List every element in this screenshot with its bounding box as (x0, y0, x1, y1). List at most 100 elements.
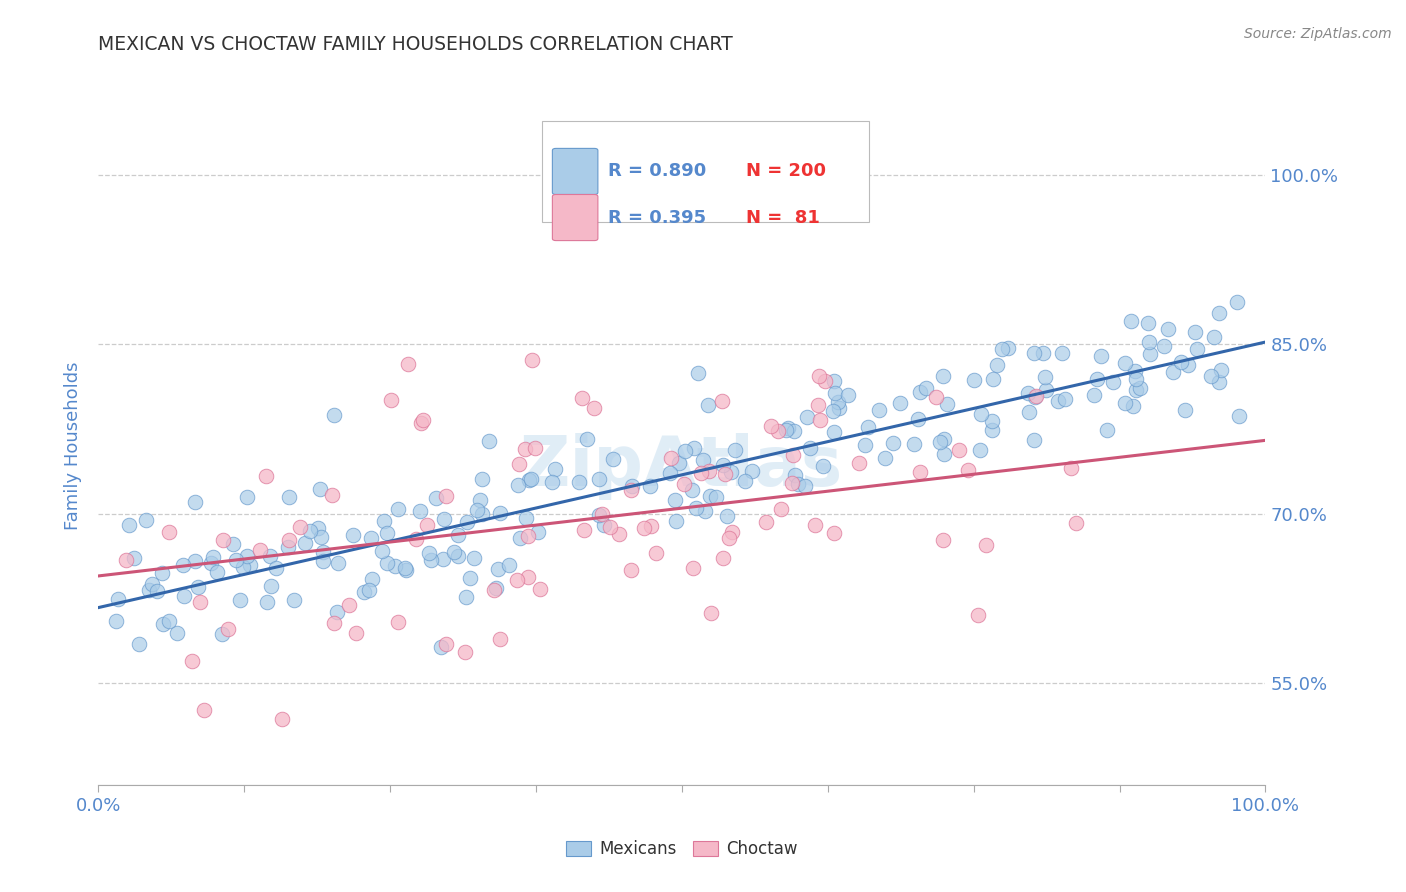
Point (1177, 358, 1199, 372)
Point (690, 467, 713, 481)
Point (572, 523, 595, 537)
Point (1090, 349, 1112, 363)
Point (783, 424, 806, 438)
Point (360, 572, 382, 586)
Point (236, 549, 259, 563)
Point (278, 533, 301, 547)
Point (259, 549, 281, 564)
Point (721, 525, 744, 540)
Point (908, 466, 931, 480)
Point (644, 545, 666, 559)
Point (714, 467, 737, 482)
Point (673, 444, 696, 458)
Point (1035, 383, 1057, 397)
Point (970, 407, 993, 421)
Point (115, 553, 138, 567)
Point (375, 526, 398, 541)
Point (711, 458, 734, 472)
Point (239, 558, 262, 573)
Point (1024, 433, 1046, 447)
Point (260, 579, 283, 593)
Point (454, 591, 477, 605)
Point (776, 421, 799, 435)
Point (360, 532, 382, 546)
Point (664, 493, 686, 508)
Point (425, 491, 447, 506)
Point (934, 432, 956, 446)
Point (468, 492, 491, 507)
Point (344, 625, 367, 640)
Point (1083, 388, 1105, 402)
Point (688, 366, 710, 380)
Point (837, 388, 859, 402)
Point (271, 712, 294, 726)
Point (477, 434, 499, 449)
Point (190, 595, 212, 609)
FancyBboxPatch shape (553, 148, 598, 194)
Point (811, 459, 834, 474)
Point (602, 452, 624, 467)
Text: R = 0.890: R = 0.890 (609, 162, 707, 180)
Point (704, 490, 727, 504)
Point (486, 562, 509, 576)
Point (128, 637, 150, 651)
Point (755, 515, 778, 529)
Point (693, 504, 716, 518)
Point (232, 560, 254, 574)
Point (824, 374, 846, 388)
Point (173, 589, 195, 603)
Point (202, 549, 225, 564)
Point (873, 451, 896, 466)
Point (508, 457, 530, 471)
Point (396, 357, 419, 371)
Point (720, 465, 742, 479)
Point (620, 483, 643, 498)
Point (515, 511, 537, 525)
Point (1064, 516, 1087, 530)
Point (323, 408, 346, 422)
Point (814, 374, 837, 388)
Y-axis label: Family Households: Family Households (65, 362, 83, 530)
Point (157, 525, 180, 540)
Point (925, 390, 948, 404)
Point (775, 423, 797, 437)
Point (1173, 403, 1195, 417)
Text: N =  81: N = 81 (747, 209, 820, 227)
Point (1204, 329, 1226, 343)
Point (1017, 386, 1039, 401)
Point (576, 432, 599, 446)
Point (264, 561, 287, 575)
Point (509, 531, 531, 545)
Point (430, 640, 453, 654)
Point (529, 582, 551, 596)
Point (1163, 365, 1185, 379)
Point (141, 577, 163, 591)
Point (681, 483, 703, 497)
Point (1033, 370, 1056, 384)
Point (135, 513, 157, 527)
Point (957, 463, 980, 477)
Point (187, 580, 209, 594)
Point (734, 474, 756, 488)
Point (498, 558, 520, 572)
Point (1227, 409, 1250, 423)
Point (908, 385, 931, 400)
Point (1018, 405, 1040, 419)
Point (588, 508, 610, 523)
Point (447, 549, 470, 564)
Point (599, 519, 621, 533)
Point (948, 443, 970, 458)
Point (1137, 334, 1160, 349)
Point (1123, 364, 1146, 378)
Point (1060, 461, 1083, 475)
Legend: Mexicans, Choctaw: Mexicans, Choctaw (560, 833, 804, 864)
Point (471, 472, 494, 486)
Point (1187, 342, 1209, 356)
Point (1184, 325, 1206, 339)
Point (277, 490, 299, 504)
Point (527, 524, 550, 539)
Point (412, 413, 434, 427)
Point (969, 443, 991, 458)
Point (571, 391, 593, 405)
Point (697, 464, 720, 478)
